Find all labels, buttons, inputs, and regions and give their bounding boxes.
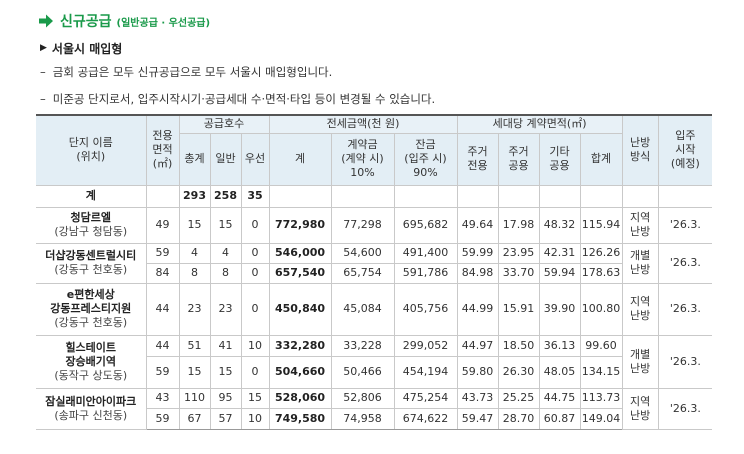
header-supply-total: 총계 — [179, 132, 211, 186]
header-area: 전용 면적 (㎡) — [145, 114, 180, 186]
header-balance: 잔금 (입주 시) 90% — [393, 132, 458, 186]
header-price-group: 전세금액(천 원) — [268, 114, 458, 134]
header-row-1: 단지 이름 (위치) 전용 면적 (㎡) 공급호수 전세금액(천 원) 세대당 계약면… — [36, 114, 713, 186]
section-title-text: 신규공급 — [60, 14, 112, 30]
complex-cell: 더샵강동센트럴시티 (강동구 천호동) — [36, 242, 147, 284]
complex-cell: 청담르엘 (강남구 청담동) — [36, 206, 147, 244]
total-label: 계 — [36, 184, 147, 208]
header-supply-general: 일반 — [209, 132, 242, 186]
note-2-text: 미준공 단지로서, 입주시작시기·공급세대 수·면적·타입 등이 변경될 수 있… — [52, 92, 436, 106]
header-price-total: 계 — [268, 132, 332, 186]
subheading: ▶ 서울시 매입형 — [40, 40, 122, 56]
header-res-common: 주거 공용 — [497, 132, 540, 186]
triangle-bullet-icon: ▶ — [40, 43, 47, 53]
section-subtitle: (일반공급 · 우선공급) — [116, 17, 211, 29]
table-row: 더샵강동센트럴시티 (강동구 천호동) 59 4 4 0 546,000 54,6… — [36, 242, 713, 284]
total-row: 계 293 258 35 — [36, 184, 713, 208]
table-row: e편한세상 강동프레스티지원 (강동구 천호동) 44 23 23 0 450,84… — [36, 282, 713, 336]
total-supply: 293 — [178, 184, 211, 208]
total-general: 258 — [209, 184, 242, 208]
header-supply-priority: 우선 — [240, 132, 270, 186]
note-1: – 금회 공급은 모두 신규공급으로 모두 서울시 매입형입니다. — [40, 64, 332, 80]
note-1-text: 금회 공급은 모두 신규공급으로 모두 서울시 매입형입니다. — [52, 65, 333, 79]
table-row: 59 67 57 10 749,580 74,958 674,622 59.47… — [36, 407, 712, 430]
dash-bullet-icon: – — [40, 92, 46, 106]
section-title: 신규공급 (일반공급 · 우선공급) — [38, 10, 210, 32]
total-priority: 35 — [240, 184, 270, 208]
header-row-2: 총계 일반 우선 계 계약금 (계약 시) 10% 잔금 (입주 시) 90% 주거 전용… — [36, 132, 712, 186]
table-row: 힐스테이트 장승배기역 (동작구 상도동) 44 51 41 10 332,280 … — [36, 334, 713, 389]
table-row: 잠실래미안아이파크 (송파구 신천동) 43 110 95 15 528,060 … — [36, 387, 713, 430]
complex-cell: e편한세상 강동프레스티지원 (강동구 천호동) — [36, 282, 147, 336]
arrow-right-icon — [39, 14, 53, 28]
header-complex: 단지 이름 (위치) — [36, 114, 147, 186]
header-area-sum: 합계 — [579, 132, 623, 186]
header-movein: 입주 시작 (예정) — [657, 114, 713, 186]
table-row: 59 15 15 0 504,660 50,466 454,194 59.80 … — [36, 355, 712, 389]
dash-bullet-icon: – — [40, 65, 46, 79]
header-supply-group: 공급호수 — [178, 114, 270, 134]
header-res-private: 주거 전용 — [456, 132, 499, 186]
header-deposit: 계약금 (계약 시) 10% — [330, 132, 395, 186]
header-area-group: 세대당 계약면적(㎡) — [456, 114, 623, 134]
table-row: 청담르엘 (강남구 청담동) 49 15 15 0 772,980 77,298 … — [36, 206, 713, 244]
complex-cell: 잠실래미안아이파크 (송파구 신천동) — [36, 387, 147, 430]
complex-cell: 힐스테이트 장승배기역 (동작구 상도동) — [36, 334, 147, 389]
header-heating: 난방 방식 — [621, 114, 659, 186]
note-2: – 미준공 단지로서, 입주시작시기·공급세대 수·면적·타입 등이 변경될 수… — [40, 91, 435, 107]
header-other-common: 기타 공용 — [538, 132, 581, 186]
supply-table: 단지 이름 (위치) 전용 면적 (㎡) 공급호수 전세금액(천 원) 세대당 계약면… — [36, 114, 713, 430]
subheading-text: 서울시 매입형 — [51, 41, 123, 56]
